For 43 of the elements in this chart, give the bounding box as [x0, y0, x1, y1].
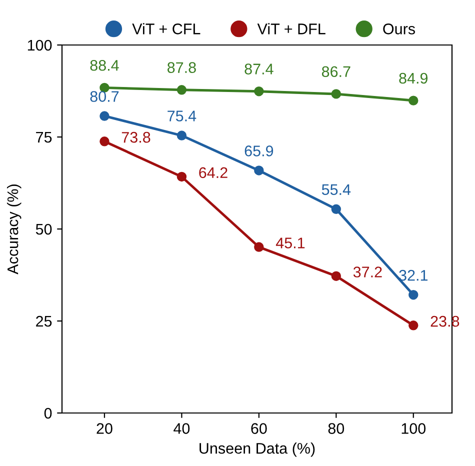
point — [408, 320, 418, 330]
data-label: 75.4 — [168, 110, 196, 122]
point — [254, 242, 264, 252]
x-tick-label: 100 — [402, 423, 426, 434]
x-tick-label: 80 — [328, 423, 344, 434]
y-tick-label: 50 — [36, 224, 52, 235]
y-axis-title: Accuracy (%) — [6, 184, 22, 274]
point — [331, 271, 342, 281]
data-label: 55.4 — [322, 184, 351, 195]
data-label: 87.4 — [244, 64, 274, 74]
point — [408, 290, 418, 300]
point — [100, 136, 110, 146]
x-tick-label: 20 — [96, 423, 112, 434]
data-label: 80.7 — [90, 91, 119, 102]
y-tick-label: 25 — [36, 316, 52, 327]
point — [176, 85, 187, 95]
data-label: 87.8 — [168, 62, 196, 73]
data-label: 65.9 — [244, 146, 274, 156]
legend-label: ViT + CFL — [132, 23, 200, 34]
legend-label: ViT + DFL — [257, 23, 326, 34]
legend-label: Ours — [383, 24, 415, 34]
x-tick-label: 40 — [174, 423, 190, 434]
point — [254, 166, 264, 176]
data-label: 32.1 — [399, 270, 428, 281]
data-label: 86.7 — [322, 66, 350, 78]
y-tick-label: 100 — [28, 40, 52, 51]
point — [176, 130, 187, 140]
point — [100, 111, 110, 121]
point — [176, 172, 187, 182]
point — [408, 96, 418, 106]
data-label: 64.2 — [199, 167, 228, 178]
data-label: 37.2 — [353, 266, 382, 278]
y-tick-label: 0 — [44, 408, 52, 419]
x-axis-title: Unseen Data (%) — [200, 442, 315, 457]
data-label: 73.8 — [122, 132, 150, 143]
point — [254, 86, 264, 96]
data-label: 45.1 — [276, 238, 305, 248]
y-tick-label: 75 — [36, 132, 52, 143]
data-label: 88.4 — [90, 60, 119, 71]
x-tick-label: 60 — [251, 423, 267, 434]
data-label: 84.9 — [399, 72, 428, 84]
point — [331, 204, 342, 214]
point — [331, 89, 342, 99]
